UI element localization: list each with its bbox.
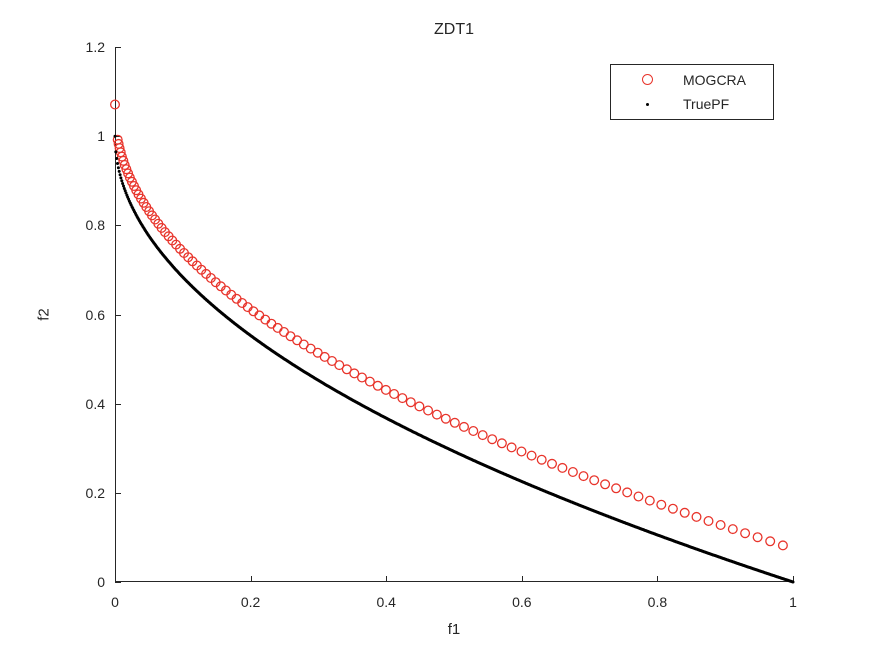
mogcra-point bbox=[727, 524, 738, 535]
mogcra-point bbox=[703, 515, 714, 526]
mogcra-point bbox=[364, 376, 375, 387]
mogcra-point bbox=[372, 380, 383, 391]
x-tick-label: 0.6 bbox=[512, 594, 532, 610]
mogcra-point bbox=[496, 438, 507, 449]
mogcra-point bbox=[506, 442, 517, 453]
mogcra-point bbox=[326, 355, 337, 366]
y-tick-label: 0 bbox=[97, 574, 105, 590]
truepf-dot-icon bbox=[645, 102, 649, 106]
mogcra-point bbox=[397, 393, 408, 404]
legend-marker-wrap bbox=[641, 98, 653, 110]
mogcra-point bbox=[777, 540, 788, 551]
y-tick-label: 1.2 bbox=[85, 39, 105, 55]
plot-area bbox=[110, 47, 795, 584]
legend-marker-wrap bbox=[641, 74, 653, 86]
mogcra-point bbox=[468, 425, 479, 436]
y-tick-label: 0.2 bbox=[85, 484, 105, 501]
mogcra-point bbox=[557, 462, 568, 473]
mogcra-point bbox=[740, 528, 751, 539]
mogcra-point bbox=[567, 466, 578, 477]
truepf-point bbox=[114, 150, 118, 154]
truepf-point bbox=[120, 179, 124, 183]
truepf-point bbox=[118, 173, 122, 177]
mogcra-point bbox=[272, 322, 283, 333]
mogcra-point bbox=[414, 401, 425, 412]
mogcra-point bbox=[752, 532, 763, 543]
mogcra-point bbox=[691, 511, 702, 522]
truepf-point bbox=[122, 184, 125, 188]
series-truepf bbox=[113, 134, 795, 584]
y-tick-label: 1 bbox=[97, 128, 105, 145]
mogcra-point bbox=[578, 471, 589, 482]
mogcra-point bbox=[477, 430, 488, 441]
mogcra-point bbox=[536, 454, 547, 465]
mogcra-point bbox=[667, 503, 678, 514]
truepf-point bbox=[116, 162, 119, 165]
mogcra-point bbox=[260, 314, 271, 325]
mogcra-point bbox=[405, 397, 416, 408]
y-tick-label: 0.6 bbox=[85, 306, 105, 323]
x-tick-label: 0.8 bbox=[647, 594, 668, 610]
mogcra-open-circle-icon bbox=[641, 74, 653, 86]
mogcra-point bbox=[589, 475, 600, 486]
x-tick-label: 0.4 bbox=[376, 594, 396, 610]
truepf-point bbox=[791, 580, 795, 584]
y-tick-label: 0.4 bbox=[85, 395, 105, 412]
truepf-point bbox=[119, 176, 123, 180]
mogcra-point bbox=[380, 384, 391, 395]
mogcra-point bbox=[487, 434, 498, 445]
truepf-point bbox=[113, 134, 117, 138]
mogcra-point bbox=[765, 536, 776, 547]
y-axis-label: f2 bbox=[35, 308, 53, 321]
mogcra-point bbox=[622, 487, 633, 498]
truepf-point bbox=[117, 169, 121, 173]
mogcra-point bbox=[679, 507, 690, 518]
x-tick-label: 1 bbox=[789, 594, 797, 610]
truepf-point bbox=[121, 182, 125, 185]
chart-title: ZDT1 bbox=[434, 21, 474, 38]
plot-svg bbox=[110, 47, 795, 584]
mogcra-point bbox=[431, 409, 442, 420]
mogcra-point bbox=[600, 479, 611, 490]
legend-entry-truepf: TruePF bbox=[611, 94, 773, 114]
legend-label-truepf: TruePF bbox=[683, 96, 730, 113]
mogcra-point bbox=[516, 446, 527, 457]
legend-entry-mogcra: MOGCRA bbox=[611, 70, 773, 90]
x-axis-label: f1 bbox=[447, 621, 461, 638]
mogcra-point bbox=[266, 318, 277, 329]
mogcra-point bbox=[118, 155, 129, 166]
mogcra-point bbox=[356, 372, 367, 383]
mogcra-point bbox=[341, 364, 352, 375]
mogcra-point bbox=[440, 413, 451, 424]
x-tick-label: 0.2 bbox=[240, 594, 261, 610]
x-tick-label: 0 bbox=[111, 594, 119, 610]
mogcra-point bbox=[278, 326, 289, 337]
legend-label-mogcra: MOGCRA bbox=[683, 71, 746, 88]
mogcra-point bbox=[319, 351, 330, 362]
mogcra-point bbox=[349, 368, 360, 379]
mogcra-point bbox=[334, 360, 345, 371]
mogcra-point bbox=[458, 421, 469, 432]
mogcra-point bbox=[110, 99, 120, 110]
mogcra-point bbox=[656, 499, 667, 510]
mogcra-point bbox=[423, 405, 434, 416]
mogcra-point bbox=[526, 450, 537, 461]
y-tick-label: 0.8 bbox=[85, 217, 105, 234]
mogcra-point bbox=[715, 519, 726, 530]
mogcra-point bbox=[644, 495, 655, 506]
truepf-point bbox=[115, 157, 119, 160]
mogcra-point bbox=[611, 483, 622, 494]
mogcra-point bbox=[546, 458, 557, 469]
truepf-point bbox=[122, 187, 126, 190]
mogcra-point bbox=[633, 491, 644, 502]
series-mogcra bbox=[110, 99, 788, 551]
mogcra-point bbox=[449, 417, 460, 428]
truepf-point bbox=[116, 166, 120, 170]
legend: MOGCRA TruePF bbox=[610, 64, 774, 120]
mogcra-point bbox=[389, 388, 400, 399]
